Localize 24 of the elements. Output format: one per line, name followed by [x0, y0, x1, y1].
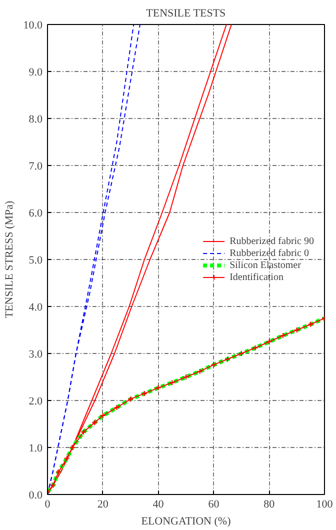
legend-label: Rubberized fabric 90 [230, 235, 314, 247]
y-tick-label: 10.0 [23, 20, 43, 32]
legend-label: Silicon Elastomer [230, 259, 301, 271]
y-tick-label: 8.0 [28, 114, 43, 126]
y-tick-label: 6.0 [28, 208, 43, 220]
y-tick-label: 1.0 [28, 442, 43, 454]
chart-title: TENSILE TESTS [146, 8, 226, 20]
x-tick-label: 80 [264, 498, 276, 510]
legend-label: Identification [230, 271, 284, 283]
x-tick-label: 0 [44, 498, 51, 510]
y-tick-label: 0.0 [28, 490, 43, 502]
y-tick-label: 5.0 [28, 254, 43, 266]
y-tick-label: 9.0 [28, 66, 43, 78]
x-tick-label: 60 [208, 498, 220, 510]
legend-label: Rubberized fabric 0 [230, 247, 309, 259]
y-axis-title: TENSILE STRESS (MPa) [3, 200, 16, 318]
y-tick-label: 2.0 [28, 396, 43, 408]
x-tick-label: 20 [97, 498, 109, 510]
y-tick-label: 3.0 [28, 348, 43, 360]
x-axis-title: ELONGATION (%) [141, 516, 232, 528]
y-tick-label: 7.0 [28, 160, 43, 172]
y-tick-label: 4.0 [28, 302, 43, 314]
x-tick-label: 40 [152, 498, 164, 510]
x-tick-label: 100 [316, 498, 334, 510]
